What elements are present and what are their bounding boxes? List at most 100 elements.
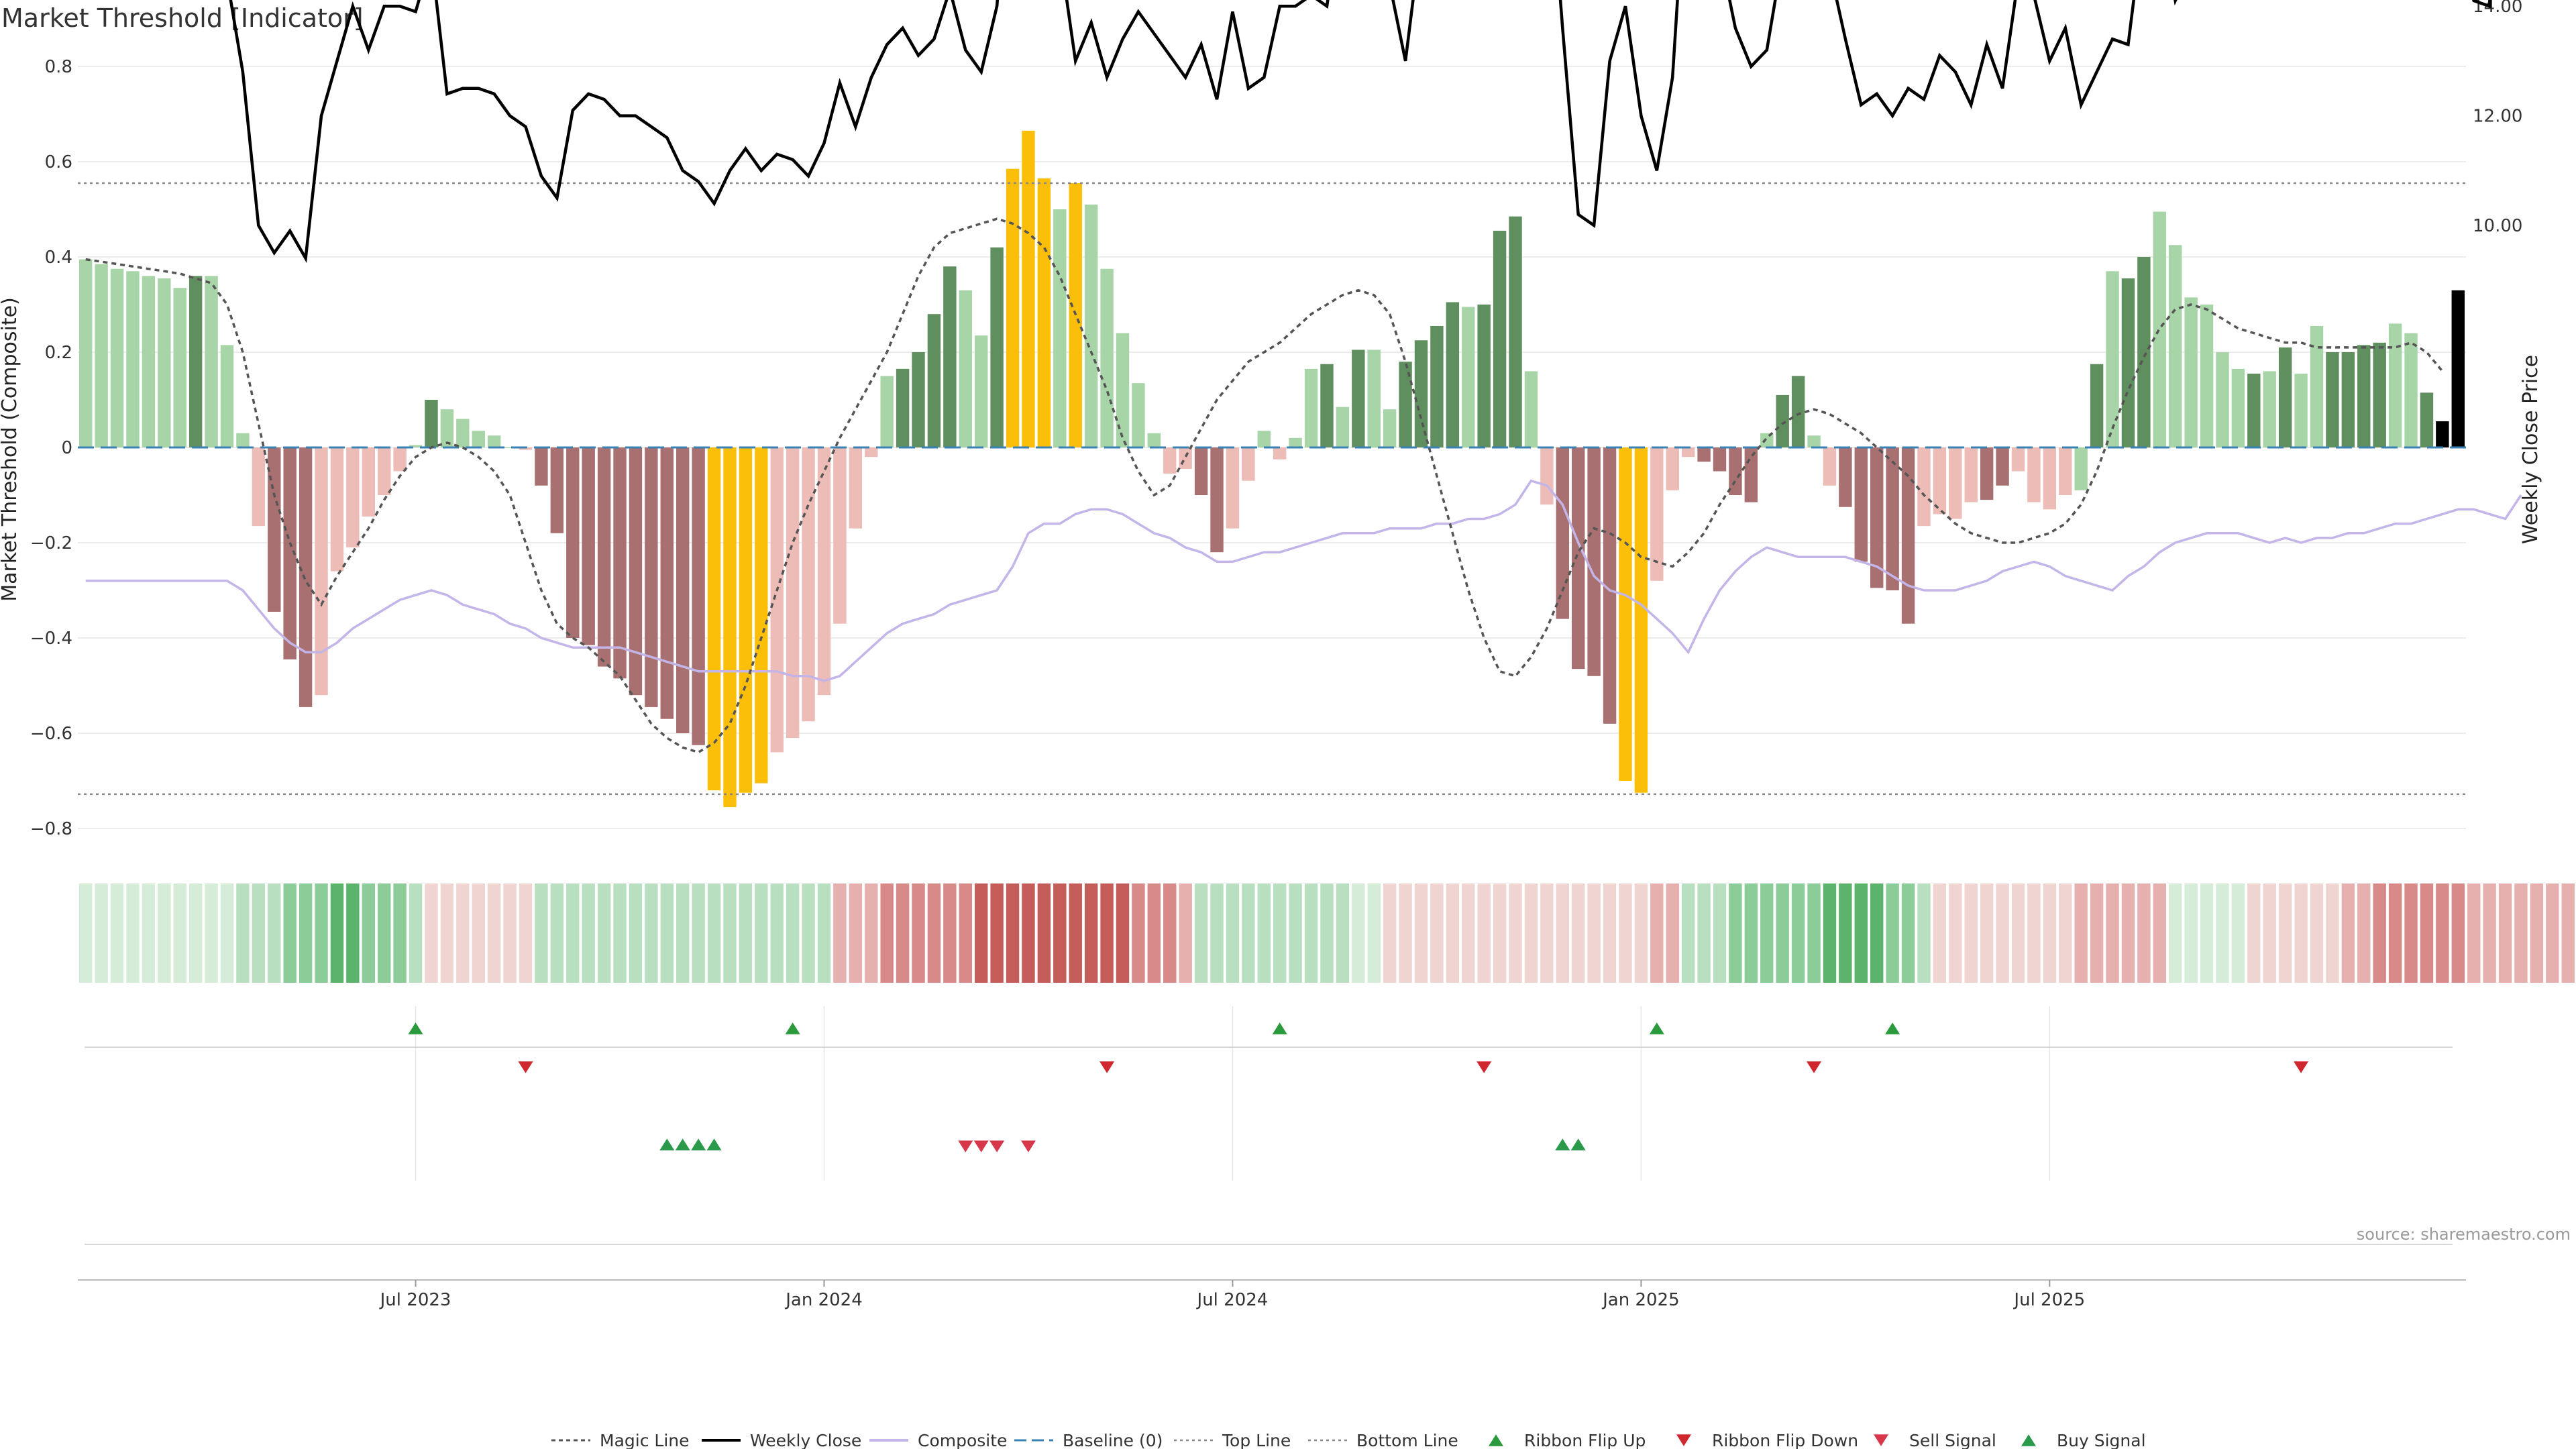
ribbon-cell <box>142 883 156 983</box>
composite-bar <box>1069 182 1082 447</box>
buy-signal-marker <box>706 1138 722 1150</box>
composite-bar <box>1509 216 1522 447</box>
right-tick-label: 12.00 <box>2473 107 2522 127</box>
composite-bar <box>645 447 658 707</box>
ribbon-cell <box>2137 883 2151 983</box>
ribbon-cell <box>425 883 438 983</box>
ribbon-cell <box>1037 883 1051 983</box>
composite-bar <box>2090 364 2104 447</box>
ribbon-cell <box>126 883 140 983</box>
ribbon-flip-up-marker <box>1885 1022 1900 1034</box>
ribbon-cell <box>315 883 328 983</box>
composite-bar <box>2294 373 2308 447</box>
composite-bar <box>2357 345 2371 447</box>
composite-bar <box>472 431 485 447</box>
composite-bar <box>1776 394 1789 447</box>
composite-bar <box>283 447 297 659</box>
composite-bar <box>566 447 580 638</box>
ribbon-cell <box>1807 883 1821 983</box>
ribbon-cell <box>2200 883 2214 983</box>
ribbon-cell <box>236 883 250 983</box>
composite-bar <box>2184 297 2198 447</box>
left-tick-label: −0.2 <box>30 533 72 553</box>
x-tick-label: Jul 2025 <box>2012 1290 2085 1310</box>
ribbon-cell <box>2498 883 2512 983</box>
composite-bar <box>487 435 501 447</box>
composite-bar <box>1179 447 1192 469</box>
left-tick-label: 0 <box>61 438 72 458</box>
composite-bar <box>849 447 863 529</box>
composite-bar <box>205 276 218 447</box>
ribbon-cell <box>645 883 658 983</box>
composite-bar <box>1462 307 1475 447</box>
ribbon-cell <box>330 883 344 983</box>
composite-bar <box>1210 447 1224 553</box>
ribbon-cell <box>739 883 753 983</box>
ribbon-cell <box>110 883 124 983</box>
ribbon-cell <box>975 883 988 983</box>
ribbon-cell <box>1194 883 1208 983</box>
composite-bar <box>707 447 721 791</box>
ribbon-cell <box>1729 883 1742 983</box>
ribbon-cell <box>1179 883 1192 983</box>
ribbon-cell <box>220 883 234 983</box>
ribbon-cell <box>1257 883 1271 983</box>
composite-bar <box>79 259 93 447</box>
ribbon-cell <box>2373 883 2386 983</box>
ribbon-flip-down-marker <box>1099 1061 1115 1073</box>
ribbon-cell <box>1666 883 1679 983</box>
ribbon-cell <box>2420 883 2434 983</box>
ribbon-cell <box>943 883 957 983</box>
ribbon-cell <box>2310 883 2324 983</box>
ribbon-cell <box>2184 883 2198 983</box>
composite-bar <box>1226 447 1240 529</box>
composite-bar <box>142 276 156 447</box>
left-tick-label: 0.8 <box>45 57 72 77</box>
composite-bar <box>2027 447 2041 502</box>
ribbon-cell <box>189 883 203 983</box>
composite-bar <box>1446 302 1460 447</box>
ribbon-cell <box>613 883 627 983</box>
left-tick-label: −0.8 <box>30 819 72 839</box>
ribbon-cell <box>1540 883 1554 983</box>
composite-bar <box>802 447 815 722</box>
ribbon-cell <box>880 883 894 983</box>
legend-label: Ribbon Flip Down <box>1712 1431 1858 1449</box>
ribbon-cell <box>1634 883 1648 983</box>
composite-bar <box>1100 268 1114 447</box>
left-tick-label: −0.4 <box>30 629 72 649</box>
ribbon-cell <box>582 883 595 983</box>
ribbon-cell <box>1619 883 1632 983</box>
composite-bar <box>1823 447 1837 486</box>
right-tick-label: 10.00 <box>2473 216 2522 236</box>
ribbon-cell <box>2404 883 2418 983</box>
ribbon-cell <box>1289 883 1302 983</box>
composite-bar <box>1870 447 1884 588</box>
ribbon-cell <box>1006 883 1020 983</box>
x-tick-label: Jan 2024 <box>784 1290 863 1310</box>
buy-signal-marker <box>659 1138 675 1150</box>
ribbon-cell <box>1273 883 1287 983</box>
ribbon-cell <box>1163 883 1177 983</box>
ribbon-cell <box>2263 883 2276 983</box>
ribbon-cell <box>2043 883 2057 983</box>
ribbon-cell <box>1823 883 1837 983</box>
ribbon-cell <box>2153 883 2166 983</box>
composite-bar <box>629 447 643 696</box>
composite-bar <box>2451 290 2465 447</box>
composite-bar <box>1304 368 1318 447</box>
legend-swatch <box>1489 1434 1503 1446</box>
composite-bar <box>1116 333 1130 447</box>
ribbon-flip-up-marker <box>1649 1022 1664 1034</box>
composite-bar <box>896 368 910 447</box>
ribbon-cell <box>1713 883 1727 983</box>
composite-bar <box>990 247 1004 447</box>
ribbon-cell <box>95 883 108 983</box>
ribbon-cell <box>786 883 800 983</box>
ribbon-cell <box>550 883 564 983</box>
ribbon-cell <box>2216 883 2229 983</box>
composite-bar <box>362 447 375 517</box>
ribbon-cell <box>896 883 910 983</box>
ribbon-flip-down-marker <box>1477 1061 1492 1073</box>
right-axis-label: Weekly Close Price <box>2519 355 2542 544</box>
